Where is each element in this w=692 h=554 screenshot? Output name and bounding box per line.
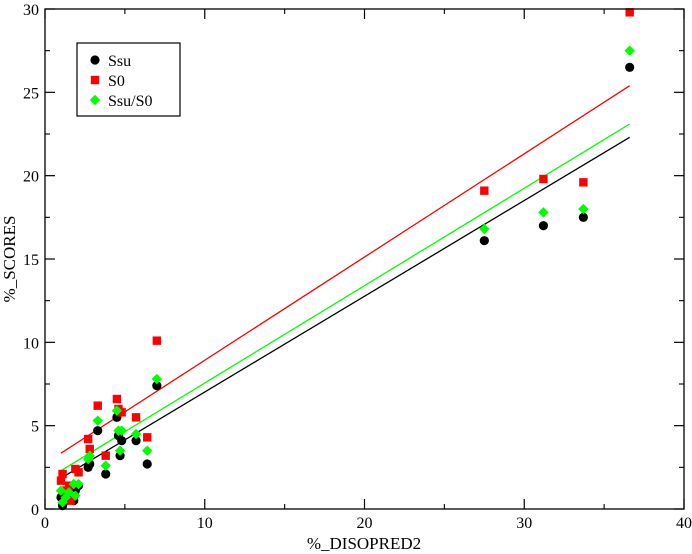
point-s0-0 bbox=[56, 476, 66, 485]
point-ssu-s0-8 bbox=[84, 450, 95, 461]
y-tick-label: 10 bbox=[23, 335, 39, 352]
point-s0-7 bbox=[83, 434, 93, 444]
point-ssu-s0-1 bbox=[57, 497, 68, 508]
point-ssu-10 bbox=[101, 469, 111, 479]
point-ssu-14 bbox=[117, 436, 127, 446]
point-ssu-16 bbox=[142, 459, 152, 469]
point-ssu-15 bbox=[131, 436, 141, 446]
point-s0-13 bbox=[117, 408, 126, 417]
point-ssu-9 bbox=[93, 426, 103, 436]
point-s0-11 bbox=[112, 394, 122, 404]
point-ssu-18 bbox=[479, 236, 489, 246]
x-axis-label: %_DISOPRED2 bbox=[307, 534, 421, 553]
point-ssu-21 bbox=[625, 62, 635, 72]
x-tick-label: 20 bbox=[357, 515, 373, 532]
legend-marker-s0 bbox=[90, 75, 100, 85]
point-s0-15 bbox=[143, 433, 152, 442]
point-ssu-s0-11 bbox=[111, 405, 123, 416]
point-ssu-s0-10 bbox=[100, 460, 111, 471]
point-s0-19 bbox=[579, 178, 588, 187]
point-ssu-s0-9 bbox=[92, 415, 103, 426]
point-s0-20 bbox=[625, 8, 634, 17]
y-tick-label: 5 bbox=[31, 419, 39, 436]
legend-label-ssu-s0: Ssu/S0 bbox=[108, 93, 152, 110]
point-s0-14 bbox=[131, 413, 141, 422]
y-tick-label: 15 bbox=[23, 252, 39, 269]
point-s0-1 bbox=[58, 469, 67, 479]
point-ssu-s0-16 bbox=[142, 445, 153, 456]
y-tick-label: 30 bbox=[23, 2, 39, 19]
point-ssu-s0-13 bbox=[114, 445, 126, 456]
point-ssu-s0-5 bbox=[70, 490, 81, 501]
point-s0-9 bbox=[93, 401, 102, 410]
y-axis-label: %_SCORES bbox=[0, 216, 19, 303]
axes: 0 10 20 30 40 0 5 10 15 20 25 30 bbox=[23, 2, 692, 532]
point-ssu-s0-0 bbox=[55, 485, 67, 496]
y-tick-label: 0 bbox=[31, 502, 39, 519]
legend-marker-ssu-s0 bbox=[89, 94, 101, 106]
fit-line-s0-fit bbox=[60, 85, 631, 454]
fit-line-ssu-s0-fit bbox=[60, 123, 631, 472]
x-tick-label: 40 bbox=[676, 515, 692, 532]
point-ssu-s0-18 bbox=[479, 223, 490, 235]
point-s0-6 bbox=[74, 468, 83, 477]
point-ssu-s0-20 bbox=[578, 203, 589, 215]
point-ssu-s0-14 bbox=[116, 425, 127, 436]
x-tick-label: 0 bbox=[41, 515, 49, 532]
point-ssu-s0-15 bbox=[130, 428, 142, 440]
point-ssu-20 bbox=[578, 212, 588, 222]
regression-lines bbox=[60, 85, 631, 479]
point-s0-8 bbox=[85, 444, 94, 454]
point-s0-4 bbox=[66, 496, 75, 505]
point-ssu-19 bbox=[538, 221, 549, 231]
point-s0-18 bbox=[539, 174, 548, 184]
point-s0-10 bbox=[101, 451, 110, 460]
y-tick-label: 20 bbox=[23, 169, 39, 186]
point-s0-17 bbox=[480, 186, 489, 195]
legend-marker-ssu bbox=[90, 55, 100, 65]
point-ssu-s0-17 bbox=[151, 373, 163, 385]
point-ssu-s0-21 bbox=[624, 45, 635, 56]
legend: Ssu S0 Ssu/S0 bbox=[76, 42, 181, 117]
legend-label-ssu: Ssu bbox=[108, 53, 131, 70]
point-s0-3 bbox=[64, 481, 74, 490]
x-tick-label: 10 bbox=[197, 515, 213, 532]
data-points bbox=[55, 8, 635, 511]
series-s0 bbox=[56, 8, 634, 505]
legend-label-s0: S0 bbox=[108, 73, 125, 90]
series-ssu bbox=[56, 62, 635, 511]
point-ssu-s0-6 bbox=[73, 478, 84, 490]
x-tick-label: 30 bbox=[516, 515, 532, 532]
fit-line-ssu-fit bbox=[60, 136, 631, 479]
point-s0-16 bbox=[152, 336, 162, 345]
y-tick-label: 25 bbox=[23, 85, 39, 102]
point-ssu-s0-19 bbox=[538, 207, 549, 218]
point-ssu-17 bbox=[152, 381, 162, 391]
series-ssu-s0 bbox=[55, 45, 635, 508]
